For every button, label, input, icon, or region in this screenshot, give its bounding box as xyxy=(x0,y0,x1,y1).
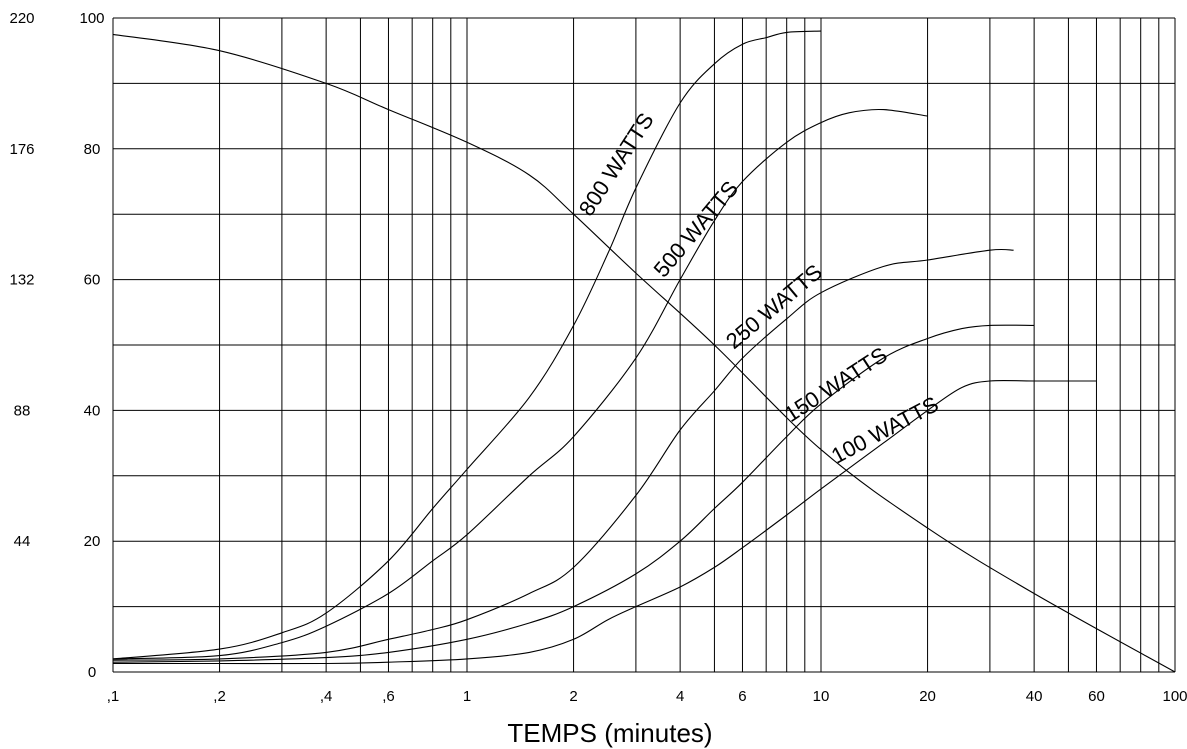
x-tick-label: 40 xyxy=(1026,688,1043,705)
series-label-100-watts: 100 WATTS xyxy=(827,391,942,468)
series-curve-6 xyxy=(112,33,1176,673)
series-curve-250-watts xyxy=(112,248,1014,661)
x-tick-label: ,6 xyxy=(382,688,395,705)
x-tick-label: 60 xyxy=(1088,688,1105,705)
y-tick-label: 60 xyxy=(84,272,101,289)
series-curve-100-watts xyxy=(112,379,1097,665)
y-tick-label: 80 xyxy=(84,141,101,158)
x-tick-label: 100 xyxy=(1162,688,1187,705)
y2-tick-label: 220 xyxy=(9,10,34,27)
grid-lines xyxy=(112,17,1176,673)
x-tick-label: 1 xyxy=(463,688,471,705)
x-axis-label: TEMPS (minutes) xyxy=(507,718,712,748)
series-label-500-watts: 500 WATTS xyxy=(649,176,744,282)
y2-axis-ticks: 44 88 132 176 220 xyxy=(9,10,34,550)
series-curve-500-watts xyxy=(112,108,928,660)
y-tick-label: 40 xyxy=(84,402,101,419)
x-tick-label: ,2 xyxy=(213,688,226,705)
x-axis-ticks: ,1 ,2 ,4 ,6 1 2 4 6 10 20 40 60 100 xyxy=(107,688,1187,705)
x-tick-label: 20 xyxy=(919,688,936,705)
series-label-800-watts: 800 WATTS xyxy=(574,108,659,220)
y2-tick-label: 44 xyxy=(14,533,31,550)
x-tick-label: 10 xyxy=(813,688,830,705)
x-tick-label: 2 xyxy=(569,688,577,705)
series-curve-800-watts xyxy=(112,30,822,660)
y-tick-label: 0 xyxy=(88,664,96,681)
series-label-150-watts: 150 WATTS xyxy=(780,342,892,427)
y2-tick-label: 88 xyxy=(14,402,31,419)
x-tick-label: ,4 xyxy=(320,688,333,705)
x-tick-label: 4 xyxy=(676,688,684,705)
series-label-250-watts: 250 WATTS xyxy=(721,259,827,354)
series-curve-150-watts xyxy=(112,324,1035,663)
y2-tick-label: 132 xyxy=(9,272,34,289)
x-tick-label: ,1 xyxy=(107,688,120,705)
series-curves xyxy=(112,30,1176,673)
x-tick-label: 6 xyxy=(738,688,746,705)
y-axis-ticks: 0 20 40 60 80 100 xyxy=(79,10,104,681)
y-tick-label: 20 xyxy=(84,533,101,550)
y-tick-label: 100 xyxy=(79,10,104,27)
y2-tick-label: 176 xyxy=(9,141,34,158)
